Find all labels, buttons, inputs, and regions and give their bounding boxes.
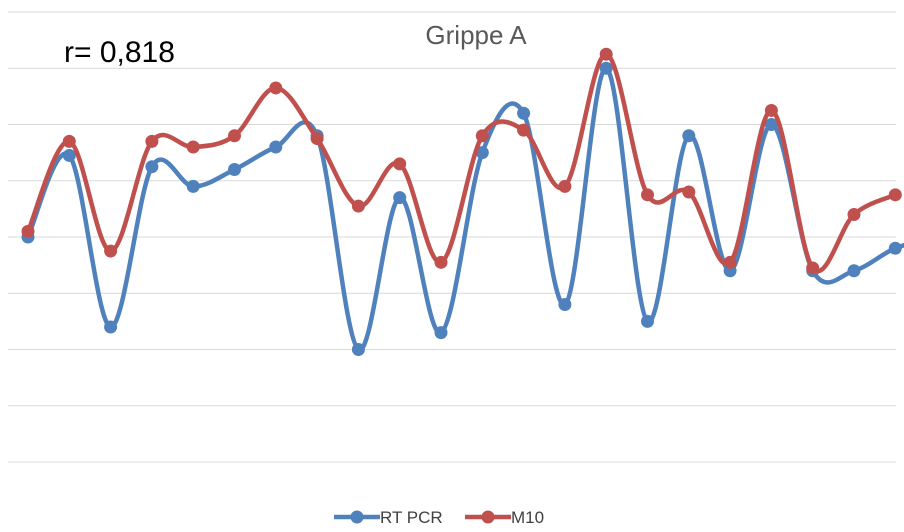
- data-point-rt-pcr: [764, 118, 778, 131]
- legend-label-rt-pcr: RT PCR: [380, 508, 443, 527]
- data-point-m10: [888, 188, 902, 202]
- data-point-m10: [21, 224, 35, 238]
- correlation-annotation: r= 0,818: [64, 36, 175, 69]
- data-point-m10: [310, 132, 324, 146]
- data-point-m10: [599, 47, 613, 61]
- data-point-rt-pcr: [434, 326, 448, 340]
- chart-title: Grippe A: [425, 20, 527, 50]
- data-point-m10: [393, 157, 407, 171]
- data-point-rt-pcr: [351, 343, 365, 356]
- data-point-rt-pcr: [599, 61, 613, 75]
- data-point-rt-pcr: [393, 191, 407, 205]
- data-point-rt-pcr: [228, 163, 241, 176]
- data-point-m10: [641, 188, 654, 202]
- data-point-rt-pcr: [269, 140, 283, 154]
- data-point-m10: [62, 134, 76, 148]
- data-point-rt-pcr: [186, 179, 200, 193]
- data-point-rt-pcr: [682, 129, 696, 143]
- data-point-m10: [682, 185, 696, 199]
- legend-marker-rt-pcr: [350, 510, 364, 524]
- data-point-m10: [145, 134, 159, 148]
- data-point-m10: [723, 255, 737, 269]
- data-point-rt-pcr: [104, 320, 118, 334]
- legend: RT PCR M10: [334, 508, 544, 527]
- data-point-rt-pcr: [641, 314, 654, 328]
- data-point-rt-pcr: [517, 106, 531, 120]
- data-point-m10: [847, 208, 861, 221]
- data-point-m10: [517, 123, 531, 137]
- data-point-rt-pcr: [145, 160, 159, 174]
- legend-marker-m10: [481, 510, 495, 524]
- data-point-m10: [806, 261, 820, 275]
- data-point-m10: [558, 179, 572, 193]
- data-point-rt-pcr: [475, 146, 489, 160]
- data-point-m10: [228, 129, 241, 143]
- data-point-rt-pcr: [62, 148, 76, 162]
- data-point-m10: [764, 103, 778, 117]
- data-point-m10: [351, 199, 365, 213]
- data-point-m10: [434, 255, 448, 269]
- series-layer: [21, 47, 904, 356]
- series-m10: [21, 47, 902, 275]
- series-line-rt-pcr: [25, 65, 904, 352]
- data-point-m10: [269, 81, 283, 95]
- data-point-m10: [186, 140, 200, 154]
- data-point-rt-pcr: [558, 298, 572, 311]
- data-point-m10: [104, 244, 118, 258]
- data-point-m10: [475, 129, 489, 143]
- data-point-rt-pcr: [888, 241, 902, 255]
- data-point-rt-pcr: [847, 264, 861, 278]
- legend-label-m10: M10: [511, 508, 544, 527]
